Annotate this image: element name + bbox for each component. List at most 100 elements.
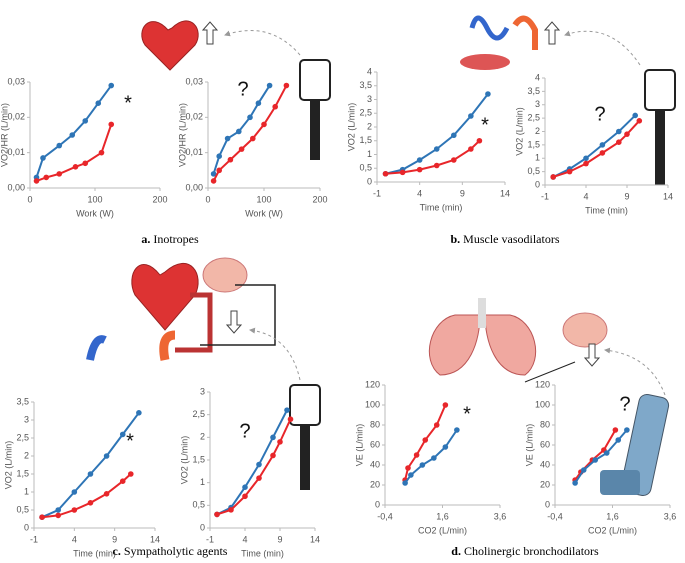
y-tick-label: 1,5 [359, 135, 372, 145]
y-tick-label: 3,5 [16, 396, 29, 406]
data-point [242, 493, 248, 500]
y-tick-label: 0 [200, 522, 205, 532]
data-point [284, 407, 290, 413]
y-tick-label: 2,5 [16, 432, 29, 442]
data-point [592, 457, 599, 463]
x-tick-label: 3,6 [494, 511, 507, 521]
data-point [56, 142, 63, 149]
data-point [242, 484, 248, 491]
data-point [228, 507, 234, 513]
data-point [43, 174, 50, 181]
x-axis-title: CO2 (L/min) [588, 525, 637, 535]
data-point [108, 82, 115, 89]
annotation: * [126, 430, 134, 452]
y-tick-label: 100 [535, 399, 550, 409]
annotation: ? [237, 78, 248, 100]
data-point [615, 437, 622, 443]
data-point [422, 437, 429, 443]
y-tick-label: 0,5 [16, 504, 29, 514]
data-point [224, 135, 231, 142]
x-tick-label: -1 [30, 534, 38, 544]
y-tick-label: 1 [535, 153, 540, 163]
data-point [550, 174, 556, 180]
x-tick-label: 4 [583, 191, 588, 201]
y-tick-label: 2,5 [359, 108, 372, 118]
data-point [95, 100, 102, 106]
data-point [56, 171, 63, 177]
data-point [103, 491, 110, 497]
y-tick-label: 0,5 [359, 163, 372, 173]
data-point [256, 461, 262, 468]
y-axis-title: VO2 (L/min) [179, 436, 189, 485]
data-point [272, 103, 279, 110]
annotation: * [463, 403, 471, 425]
x-tick-label: 14 [500, 188, 510, 198]
y-tick-label: 1,5 [192, 454, 205, 464]
y-tick-label: 0 [367, 176, 372, 186]
data-point [55, 512, 61, 519]
x-axis-title: Work (W) [76, 208, 114, 218]
x-axis-title: Time (min) [73, 548, 116, 558]
y-tick-label: 0,00 [185, 182, 203, 192]
data-point [451, 157, 457, 163]
y-tick-label: 2 [535, 126, 540, 136]
data-point [277, 439, 283, 445]
y-tick-label: 0,02 [185, 112, 203, 122]
data-point [55, 507, 61, 513]
data-point [583, 160, 589, 167]
data-point [416, 166, 423, 173]
data-point [433, 162, 440, 169]
caption-letter: b. [450, 232, 460, 246]
panel-caption: d. Cholinergic bronchodilators [451, 544, 599, 558]
data-point [72, 164, 79, 170]
y-tick-label: 3 [200, 386, 205, 396]
x-tick-label: 1,6 [606, 511, 619, 521]
y-tick-label: 60 [540, 439, 550, 449]
data-point [476, 137, 483, 144]
data-point [82, 118, 89, 124]
y-tick-label: 20 [370, 479, 380, 489]
data-point [270, 452, 276, 459]
y-tick-label: 1 [200, 477, 205, 487]
data-point [39, 514, 45, 520]
y-axis-title: VO2 (L/min) [3, 441, 13, 490]
y-tick-label: 3,5 [359, 80, 372, 90]
y-tick-label: 0 [535, 179, 540, 189]
caption-text: Inotropes [153, 232, 199, 246]
y-tick-label: 2,5 [527, 113, 540, 123]
data-point [468, 113, 474, 119]
data-point [616, 139, 622, 145]
y-tick-label: 120 [535, 379, 550, 389]
data-point [69, 132, 76, 138]
y-tick-label: 0,01 [7, 147, 25, 157]
y-tick-label: 0 [375, 499, 380, 509]
y-tick-label: 2 [200, 432, 205, 442]
y-tick-label: 80 [540, 419, 550, 429]
x-tick-label: 4 [417, 188, 422, 198]
data-point [433, 422, 440, 428]
data-point [580, 467, 587, 473]
data-point [433, 146, 440, 152]
data-point [413, 452, 420, 458]
x-tick-label: -0,4 [377, 511, 393, 521]
x-tick-label: -0,4 [547, 511, 563, 521]
caption-text: Muscle vasodilators [463, 232, 560, 246]
series-line [216, 418, 292, 516]
x-tick-label: -1 [541, 191, 549, 201]
y-tick-label: 0,03 [7, 76, 25, 86]
panel-caption: a. Inotropes [141, 232, 199, 246]
y-tick-label: 4 [367, 66, 372, 76]
y-tick-label: 0,03 [185, 76, 203, 86]
x-tick-label: 9 [460, 188, 465, 198]
data-point [261, 121, 267, 128]
data-point [451, 132, 457, 139]
series-line [35, 84, 113, 178]
x-tick-label: 200 [152, 194, 167, 204]
caption-text: Sympatholytic agents [124, 544, 228, 558]
data-point [624, 427, 630, 433]
data-point [103, 453, 110, 459]
y-axis-title: VO2 (L/min) [346, 103, 356, 152]
series-line [212, 85, 288, 182]
data-point [624, 131, 630, 137]
